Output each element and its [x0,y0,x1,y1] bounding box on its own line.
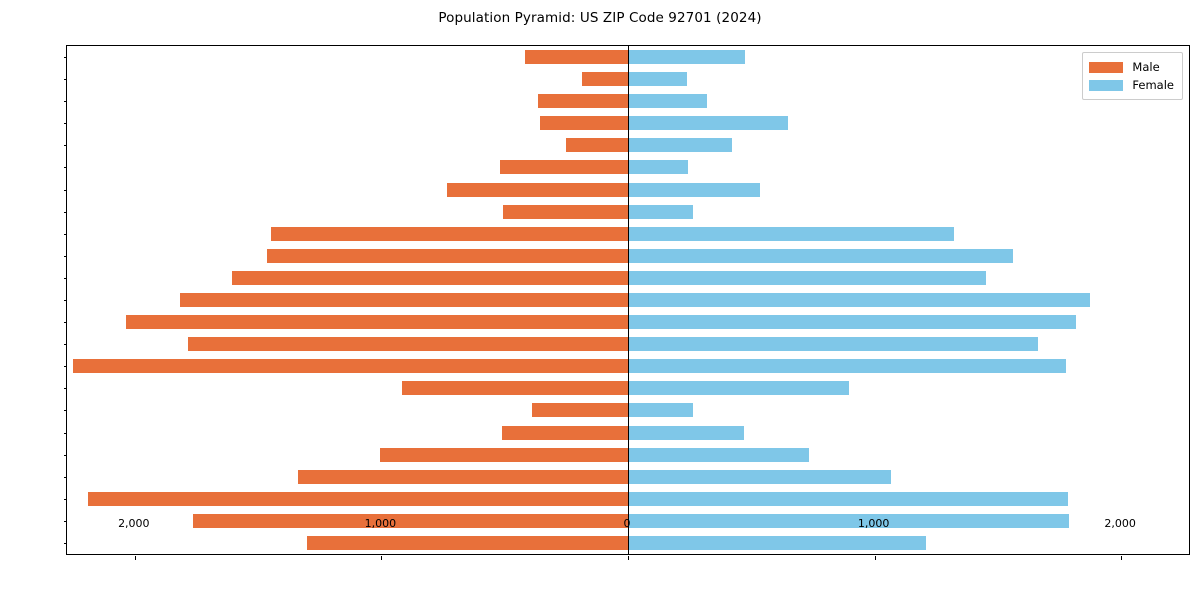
bar-male [540,116,628,131]
bar-female [628,491,1069,506]
bar-male [525,50,628,65]
bar-female [628,293,1091,307]
bar-female [628,381,850,396]
x-tick-mark [381,556,383,560]
chart-legend: Male Female [1082,52,1183,100]
y-tick-mark [63,454,67,456]
bar-female [628,50,745,65]
bar-female [628,204,693,219]
x-tick-mark [874,556,876,560]
bar-female [628,513,1070,528]
y-tick-mark [63,255,67,257]
bar-male [72,359,628,374]
bar-male [447,182,628,197]
bar-male [125,315,628,330]
y-tick-mark [63,322,67,324]
x-tick-label: 2,000 [118,517,150,530]
bar-female [628,447,809,462]
bar-female [628,182,760,197]
bar-male [503,204,628,219]
bar-female [628,248,1014,263]
plot-area [67,46,1189,554]
bar-male [267,248,628,263]
y-tick-mark [63,520,67,522]
y-tick-mark [63,57,67,59]
bar-male [307,535,628,550]
bar-male [87,491,628,506]
bar-male [270,226,628,241]
plot-frame: Male Female [63,45,1190,560]
bar-male [401,381,628,396]
y-tick-mark [63,410,67,412]
bar-male [538,94,628,109]
y-tick-mark [63,211,67,213]
x-tick-label: 2,000 [1104,517,1136,530]
bar-male [188,337,628,352]
y-tick-mark [63,388,67,390]
y-tick-mark [63,300,67,301]
y-tick-mark [63,432,67,434]
bar-female [628,72,687,87]
bar-female [628,94,707,109]
bar-female [628,270,986,285]
legend-label-male: Male [1132,60,1160,74]
bar-female [628,425,744,440]
legend-label-female: Female [1132,78,1174,92]
y-tick-mark [63,145,67,147]
y-tick-mark [63,344,67,346]
bar-female [628,535,927,550]
bar-female [628,469,892,484]
bar-female [628,138,732,153]
bar-male [380,447,628,462]
bar-male [532,403,628,418]
y-tick-mark [63,123,67,125]
legend-swatch-male-icon [1089,61,1124,73]
bar-female [628,160,688,175]
bar-female [628,116,788,131]
y-tick-mark [63,79,67,81]
bar-female [628,226,955,241]
bar-male [502,425,628,440]
x-tick-label: 0 [623,517,631,530]
x-tick-label: 1,000 [364,517,397,530]
bar-male [499,160,628,175]
legend-item-female: Female [1089,76,1174,94]
x-tick-mark [1121,556,1123,560]
y-tick-mark [63,476,67,478]
bar-female [628,359,1066,374]
chart-title: Population Pyramid: US ZIP Code 92701 (2… [438,10,762,26]
bar-male [231,270,628,285]
bar-male [192,513,628,528]
x-tick-mark [628,556,629,560]
bar-male [179,293,628,307]
y-tick-mark [63,167,67,169]
bar-female [628,315,1077,330]
bar-male [565,138,628,153]
y-tick-mark [63,233,67,235]
zero-axis-line [628,46,629,554]
x-tick-mark [134,556,136,560]
bar-female [628,337,1039,352]
legend-item-male: Male [1089,58,1174,76]
y-tick-mark [63,498,67,500]
y-tick-mark [63,277,67,279]
y-tick-mark [63,101,67,103]
bar-male [297,469,628,484]
y-tick-mark [63,366,67,368]
y-tick-mark [63,189,67,191]
y-tick-mark [63,542,67,544]
x-tick-label: 1,000 [857,517,890,530]
bar-male [582,72,628,87]
legend-swatch-female-icon [1089,79,1124,91]
bar-female [628,403,694,418]
